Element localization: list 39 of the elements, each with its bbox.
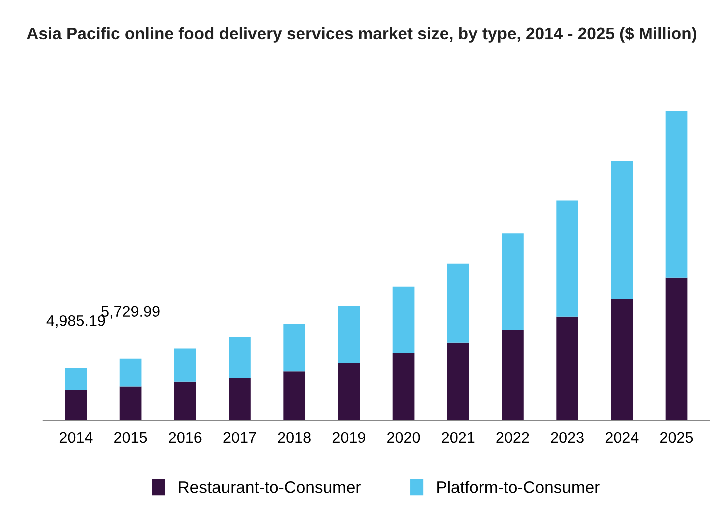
bar: [284, 324, 306, 372]
x-tick-label: 2018: [278, 432, 311, 444]
bar: [666, 111, 688, 278]
x-tick-label: 2024: [606, 432, 639, 444]
x-tick-label: 2016: [169, 432, 202, 444]
legend-label: Platform-to-Consumer: [438, 481, 600, 494]
bar: [284, 372, 306, 421]
bar: [229, 337, 251, 378]
x-tick-label: 2022: [496, 432, 530, 444]
bar: [556, 316, 578, 421]
bar: [392, 286, 415, 354]
x-tick-label: 2015: [114, 432, 148, 444]
bar: [65, 368, 88, 390]
x-tick-label: 2021: [442, 432, 475, 444]
x-tick-label: 2025: [660, 432, 694, 444]
bar: [447, 342, 470, 421]
bar: [338, 306, 360, 364]
bar: [174, 382, 196, 421]
bar: [392, 353, 415, 421]
bar: [229, 378, 251, 421]
bar: [611, 299, 634, 421]
x-tick-label: 2014: [60, 432, 93, 444]
bar: [666, 278, 688, 421]
x-tick-label: 2019: [332, 432, 366, 444]
bar: [65, 390, 88, 421]
legend-label: Restaurant-to-Consumer: [179, 482, 361, 494]
x-tick-label: 2020: [388, 432, 420, 444]
bar: [611, 161, 634, 300]
bar: [447, 264, 470, 343]
bar: [502, 234, 524, 330]
x-tick-label: 2023: [551, 432, 584, 444]
bar: [174, 348, 196, 382]
x-tick-label: 2017: [224, 432, 256, 444]
bar: [502, 330, 524, 421]
bar: [556, 200, 578, 317]
bar: [120, 386, 142, 421]
bar: [338, 363, 360, 421]
bar: [120, 358, 142, 387]
chart-title: Asia Pacific online food delivery services market size, by type, 2014 - 2025 ($ Million): [27, 27, 697, 43]
